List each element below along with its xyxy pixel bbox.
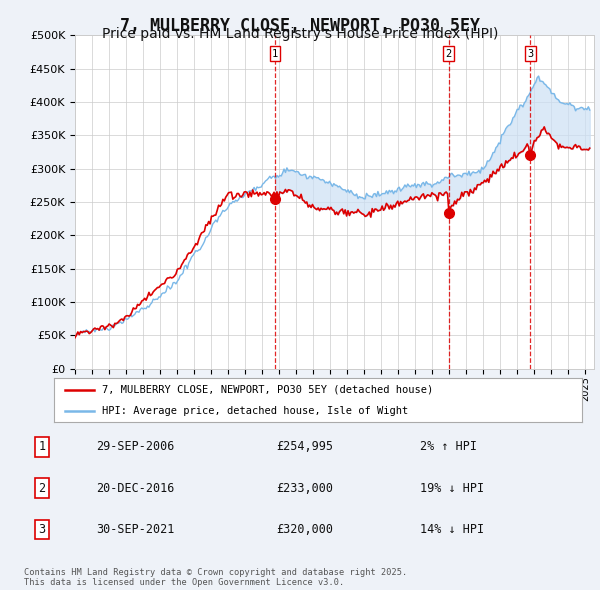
Text: 14% ↓ HPI: 14% ↓ HPI bbox=[420, 523, 484, 536]
Text: 3: 3 bbox=[38, 523, 46, 536]
Text: 30-SEP-2021: 30-SEP-2021 bbox=[96, 523, 175, 536]
Text: 1: 1 bbox=[272, 49, 278, 59]
Text: £254,995: £254,995 bbox=[276, 440, 333, 454]
Text: 29-SEP-2006: 29-SEP-2006 bbox=[96, 440, 175, 454]
Text: 19% ↓ HPI: 19% ↓ HPI bbox=[420, 481, 484, 495]
Text: £320,000: £320,000 bbox=[276, 523, 333, 536]
Text: 2: 2 bbox=[38, 481, 46, 495]
Text: 7, MULBERRY CLOSE, NEWPORT, PO30 5EY (detached house): 7, MULBERRY CLOSE, NEWPORT, PO30 5EY (de… bbox=[101, 385, 433, 395]
Text: 3: 3 bbox=[527, 49, 533, 59]
Text: 20-DEC-2016: 20-DEC-2016 bbox=[96, 481, 175, 495]
Text: 2: 2 bbox=[446, 49, 452, 59]
Text: 1: 1 bbox=[38, 440, 46, 454]
Text: HPI: Average price, detached house, Isle of Wight: HPI: Average price, detached house, Isle… bbox=[101, 406, 408, 416]
Text: 2% ↑ HPI: 2% ↑ HPI bbox=[420, 440, 477, 454]
Text: Contains HM Land Registry data © Crown copyright and database right 2025.
This d: Contains HM Land Registry data © Crown c… bbox=[24, 568, 407, 587]
Text: 7, MULBERRY CLOSE, NEWPORT, PO30 5EY: 7, MULBERRY CLOSE, NEWPORT, PO30 5EY bbox=[120, 17, 480, 35]
Text: £233,000: £233,000 bbox=[276, 481, 333, 495]
Text: Price paid vs. HM Land Registry's House Price Index (HPI): Price paid vs. HM Land Registry's House … bbox=[102, 27, 498, 41]
